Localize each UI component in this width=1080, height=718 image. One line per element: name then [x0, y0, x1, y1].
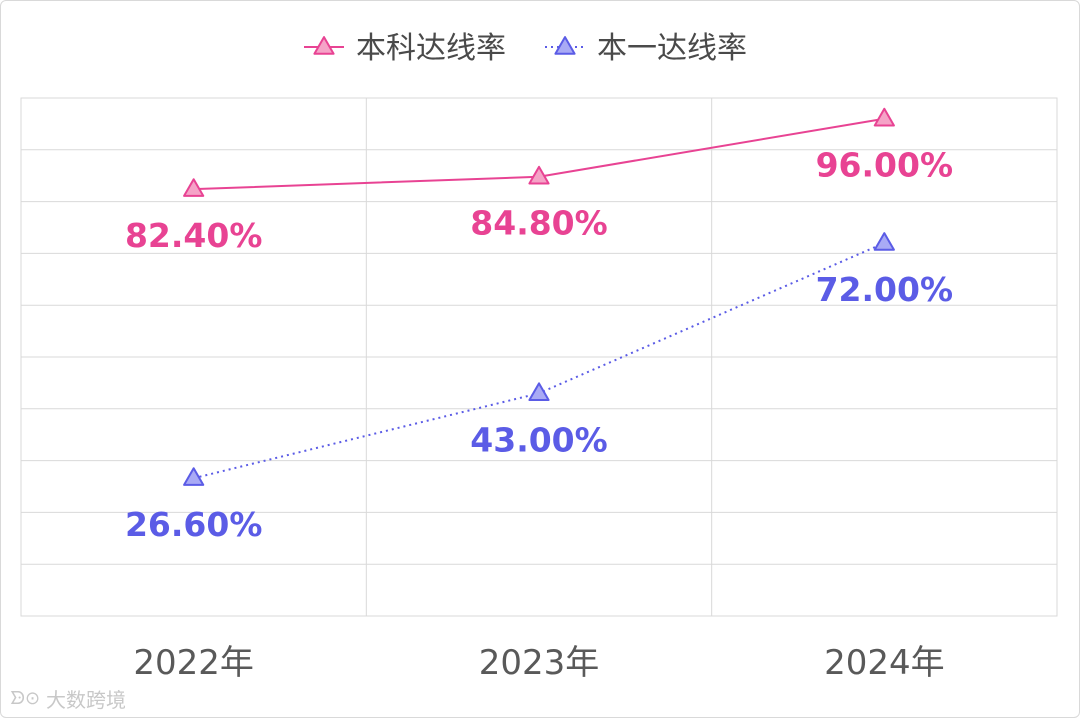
watermark-text: 大数跨境	[46, 688, 127, 712]
triangle-marker	[183, 467, 205, 486]
watermark: ᗦ⊙ 大数跨境	[10, 684, 126, 713]
x-tick-label: 2023年	[479, 643, 600, 683]
triangle-marker	[873, 232, 895, 251]
x-tick-label: 2024年	[824, 643, 945, 683]
data-label: 43.00%	[470, 420, 607, 459]
triangle-marker	[528, 165, 550, 185]
data-label: 84.80%	[470, 204, 607, 243]
legend-label: 本一达线率	[597, 31, 747, 66]
logo-icon: ᗦ⊙	[10, 688, 41, 709]
triangle-marker	[183, 178, 205, 197]
legend-label: 本科达线率	[356, 31, 506, 66]
legend-triangle-icon	[554, 36, 576, 55]
data-label: 82.40%	[125, 216, 262, 255]
legend-triangle-icon	[313, 36, 335, 55]
data-label: 72.00%	[816, 270, 953, 309]
triangle-marker	[873, 107, 895, 127]
data-label: 26.60%	[125, 505, 262, 544]
data-label: 96.00%	[816, 146, 953, 185]
x-tick-label: 2022年	[133, 643, 254, 683]
triangle-marker	[528, 382, 550, 401]
